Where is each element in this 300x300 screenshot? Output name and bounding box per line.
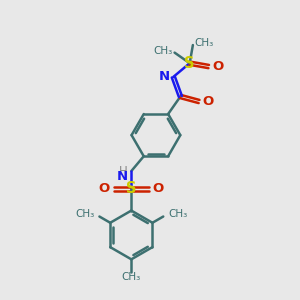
Text: S: S bbox=[184, 56, 195, 71]
Text: CH₃: CH₃ bbox=[194, 38, 214, 48]
Text: N: N bbox=[117, 170, 128, 183]
Text: CH₃: CH₃ bbox=[76, 209, 95, 219]
Text: CH₃: CH₃ bbox=[122, 272, 141, 282]
Text: CH₃: CH₃ bbox=[168, 209, 187, 219]
Text: S: S bbox=[126, 182, 136, 196]
Text: N: N bbox=[158, 70, 169, 83]
Text: O: O bbox=[153, 182, 164, 195]
Text: O: O bbox=[99, 182, 110, 195]
Text: O: O bbox=[212, 60, 224, 73]
Text: H: H bbox=[119, 164, 128, 178]
Text: O: O bbox=[202, 95, 214, 108]
Text: CH₃: CH₃ bbox=[153, 46, 172, 56]
